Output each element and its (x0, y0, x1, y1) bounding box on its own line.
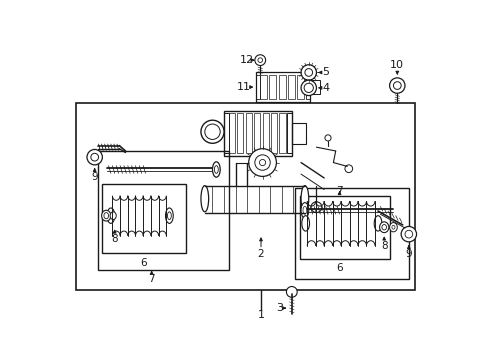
Bar (306, 75, 310, 99)
Circle shape (305, 69, 312, 76)
Text: 2: 2 (257, 249, 264, 259)
Text: 10: 10 (389, 60, 404, 70)
Bar (98, 151, 228, 270)
Text: 11: 11 (237, 82, 250, 92)
Bar (310, 80, 319, 94)
Bar (76, 103, 414, 289)
Ellipse shape (301, 216, 309, 231)
Ellipse shape (107, 208, 115, 223)
Text: 7: 7 (336, 186, 342, 196)
Text: 8: 8 (111, 234, 118, 244)
Circle shape (389, 78, 404, 93)
Bar (245, 113, 251, 153)
Ellipse shape (102, 210, 111, 221)
Bar (256, 75, 260, 99)
Text: 9: 9 (405, 249, 411, 259)
Ellipse shape (373, 216, 381, 231)
Circle shape (259, 159, 265, 166)
Ellipse shape (214, 166, 218, 173)
Text: 12: 12 (240, 55, 254, 65)
Ellipse shape (379, 222, 388, 233)
Circle shape (254, 155, 270, 170)
Ellipse shape (310, 202, 321, 213)
Bar (256, 72, 310, 102)
Ellipse shape (204, 124, 220, 139)
Text: 3: 3 (275, 303, 283, 313)
Bar (299, 195, 389, 259)
Bar (102, 184, 185, 253)
Bar (286, 113, 291, 153)
Bar (278, 75, 285, 99)
Circle shape (404, 230, 412, 238)
Ellipse shape (104, 213, 108, 219)
Bar (224, 111, 291, 156)
Bar (237, 113, 243, 153)
Bar (287, 75, 294, 99)
Ellipse shape (391, 225, 394, 229)
Text: 8: 8 (380, 242, 386, 252)
Bar (254, 113, 260, 153)
Ellipse shape (389, 222, 396, 232)
Bar (228, 113, 234, 153)
Circle shape (286, 287, 297, 297)
Bar (224, 113, 228, 153)
Bar (291, 122, 305, 144)
Bar (297, 75, 304, 99)
Circle shape (254, 55, 265, 66)
Text: 5: 5 (322, 67, 328, 77)
Text: 6: 6 (141, 258, 147, 269)
Text: 9: 9 (91, 172, 98, 182)
Ellipse shape (381, 225, 386, 230)
Ellipse shape (212, 162, 220, 177)
Text: 6: 6 (336, 263, 342, 273)
Ellipse shape (165, 208, 173, 223)
Ellipse shape (301, 186, 308, 212)
Circle shape (304, 83, 313, 93)
Circle shape (400, 226, 416, 242)
Circle shape (393, 82, 400, 89)
Circle shape (344, 165, 352, 172)
Ellipse shape (201, 186, 208, 212)
Circle shape (301, 65, 316, 80)
Text: 4: 4 (322, 83, 328, 93)
Bar (269, 75, 276, 99)
Circle shape (257, 58, 262, 62)
Bar (262, 113, 268, 153)
Text: 1: 1 (257, 310, 264, 320)
Circle shape (91, 153, 99, 161)
Ellipse shape (303, 206, 306, 214)
Circle shape (248, 149, 276, 176)
Bar (270, 113, 277, 153)
Circle shape (87, 149, 102, 165)
Bar (294, 188, 408, 279)
Ellipse shape (201, 120, 224, 143)
Bar (260, 75, 266, 99)
Text: 7: 7 (148, 274, 155, 284)
Ellipse shape (167, 212, 171, 220)
Ellipse shape (301, 203, 308, 218)
Circle shape (301, 80, 316, 95)
Bar (279, 113, 285, 153)
Ellipse shape (110, 212, 116, 220)
Circle shape (324, 135, 330, 141)
